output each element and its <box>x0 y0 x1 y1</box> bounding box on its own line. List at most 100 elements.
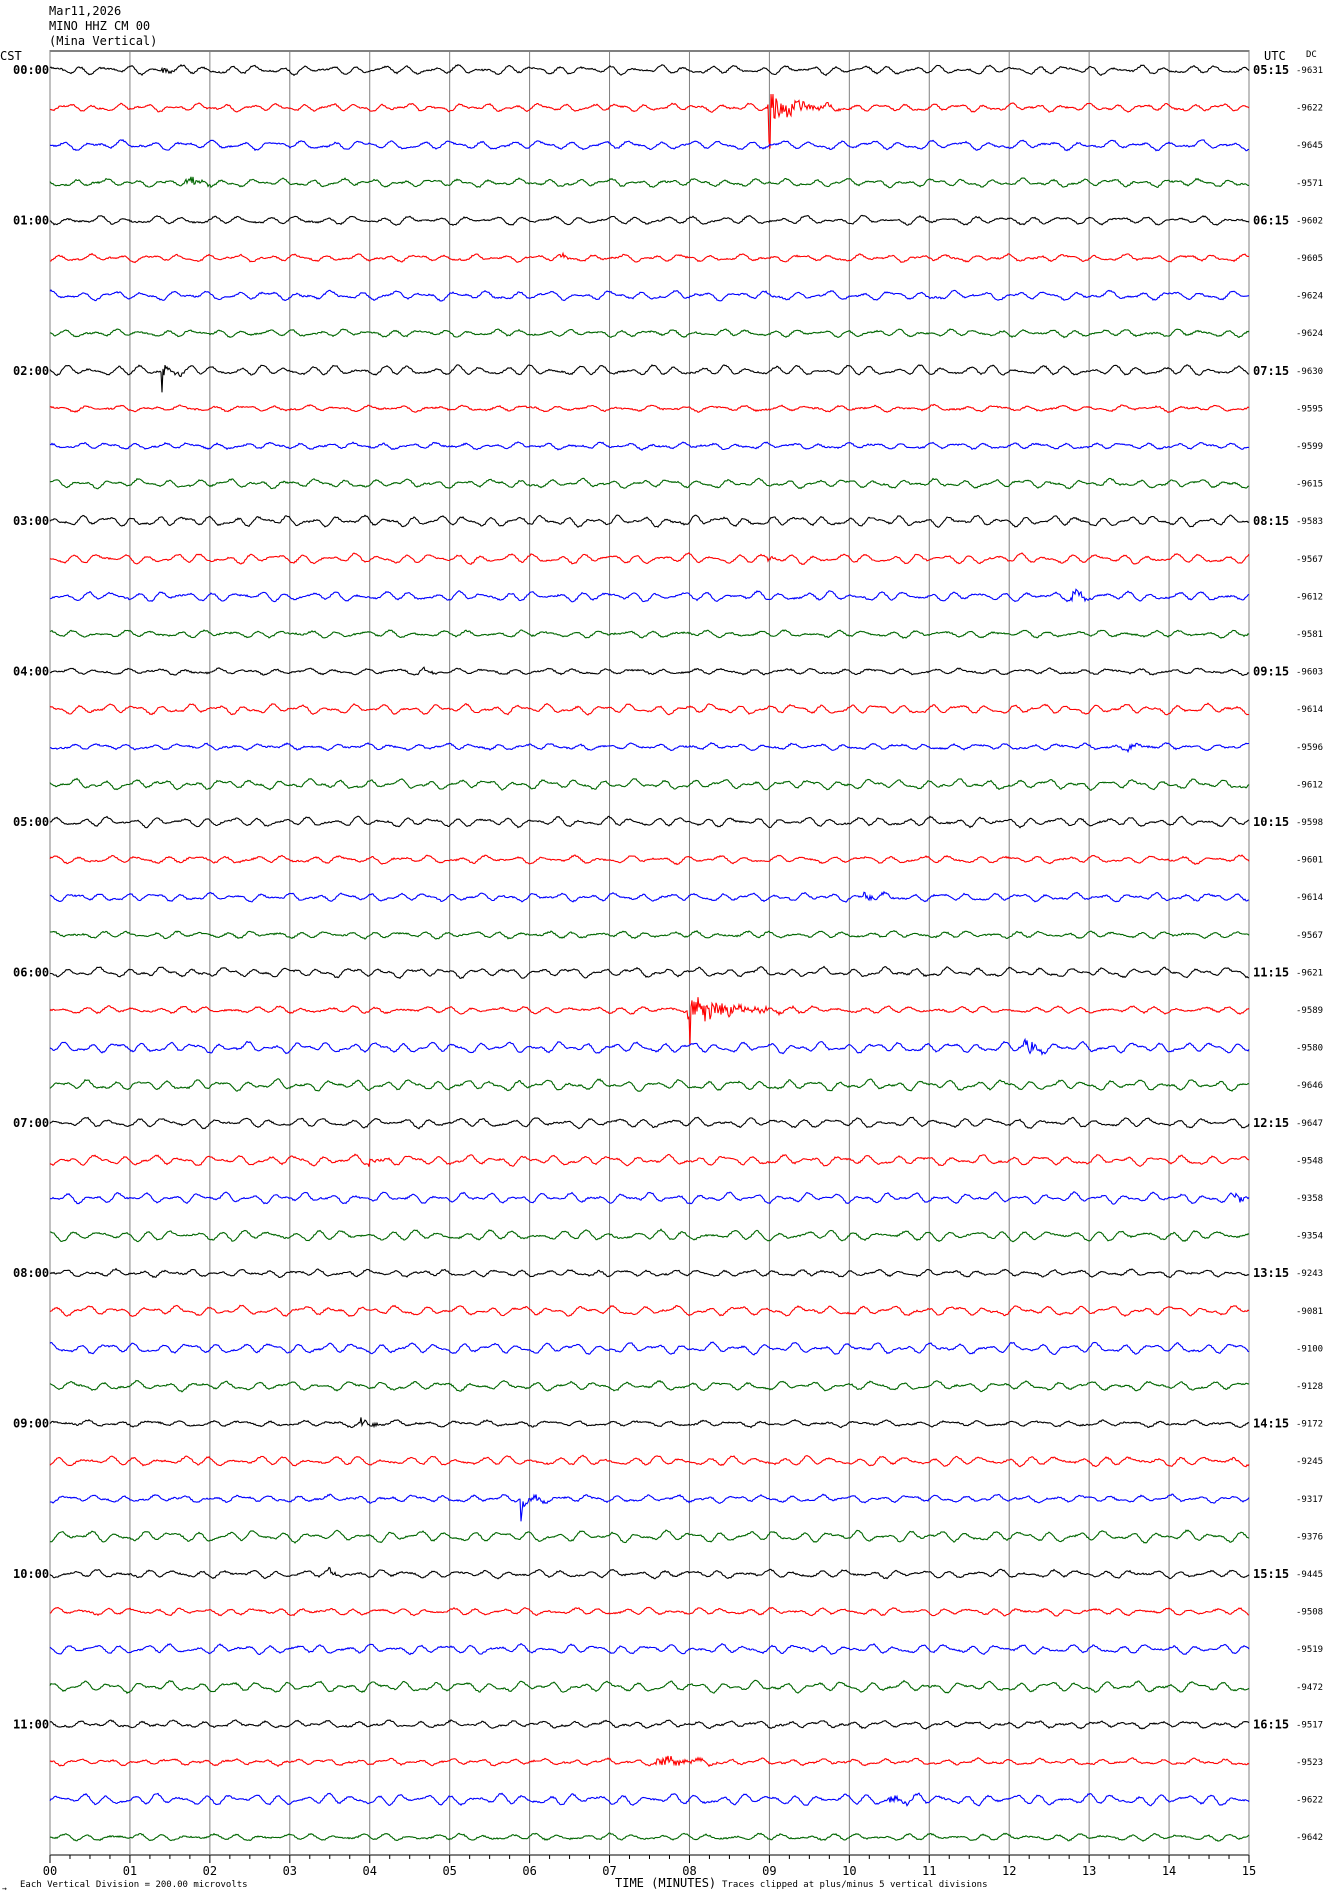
dc-value: -9598 <box>1296 818 1323 828</box>
trace-line <box>49 1116 1250 1130</box>
header-date: Mar11,2026 <box>49 4 122 18</box>
dc-value: -9596 <box>1296 743 1323 753</box>
dc-value: -9580 <box>1296 1044 1323 1054</box>
dc-value: -9317 <box>1296 1495 1323 1505</box>
dc-value: -9445 <box>1296 1570 1323 1580</box>
header-block: Mar11,2026 MINO HHZ CM 00 (Mina Vertical… <box>49 4 157 49</box>
time-grid <box>49 50 1250 1863</box>
dc-value: -9243 <box>1296 1269 1323 1279</box>
right-hour-label: 14:15 <box>1253 1417 1289 1431</box>
dc-value: -9472 <box>1296 1683 1323 1693</box>
dc-value: -9621 <box>1296 968 1323 978</box>
left-hour-label: 07:00 <box>13 1116 49 1130</box>
trace-line <box>49 1267 1250 1279</box>
right-hour-label: 16:15 <box>1253 1717 1289 1731</box>
left-hour-label: 04:00 <box>13 665 49 679</box>
right-hour-label: 10:15 <box>1253 815 1289 829</box>
clip-note: Traces clipped at plus/minus 5 vertical … <box>722 1880 988 1890</box>
x-tick-label: 15 <box>1242 1864 1256 1878</box>
trace-line <box>49 1529 1250 1544</box>
dc-value: -9523 <box>1296 1758 1323 1768</box>
left-hour-label: 08:00 <box>13 1266 49 1280</box>
dc-value: -9602 <box>1296 216 1323 226</box>
x-tick-label: 04 <box>363 1864 377 1878</box>
dc-value: -9081 <box>1296 1307 1323 1317</box>
left-hour-label: 01:00 <box>13 213 49 227</box>
left-hour-label: 00:00 <box>13 63 49 77</box>
x-tick-label: 14 <box>1162 1864 1176 1878</box>
trace-line <box>49 965 1250 979</box>
trace-line <box>49 1417 1249 1429</box>
trace-line <box>49 1304 1250 1318</box>
x-tick-label: 12 <box>1002 1864 1016 1878</box>
trace-line <box>49 890 1250 903</box>
dc-value: -9508 <box>1296 1608 1323 1618</box>
x-tick-label: 11 <box>922 1864 936 1878</box>
trace-line <box>49 1153 1250 1168</box>
x-tick-label: 02 <box>203 1864 217 1878</box>
header-location: (Mina Vertical) <box>49 34 158 48</box>
dc-value: -9358 <box>1296 1194 1323 1204</box>
trace-line <box>49 1792 1250 1807</box>
right-hour-label: 05:15 <box>1253 63 1289 77</box>
trace-line <box>49 1341 1250 1356</box>
trace-line <box>49 1719 1250 1730</box>
dc-value: -9519 <box>1296 1645 1323 1655</box>
dc-value: -9354 <box>1296 1232 1323 1242</box>
dc-value: -9631 <box>1296 66 1323 76</box>
dc-value: -9622 <box>1296 1796 1323 1806</box>
dc-column-label: DC <box>1306 50 1317 60</box>
dc-value: -9622 <box>1296 104 1323 114</box>
trace-line <box>49 777 1250 791</box>
dc-value: -9571 <box>1296 179 1323 189</box>
dc-value: -9614 <box>1296 893 1323 903</box>
dc-value: -9647 <box>1296 1119 1323 1129</box>
left-hour-label: 10:00 <box>13 1567 49 1581</box>
x-tick-label: 05 <box>442 1864 456 1878</box>
dc-value: -9245 <box>1296 1457 1323 1467</box>
dc-value: -9172 <box>1296 1420 1323 1430</box>
dc-value: -9376 <box>1296 1532 1323 1542</box>
trace-line <box>49 629 1250 639</box>
dc-value: -9646 <box>1296 1081 1323 1091</box>
trace-line <box>49 477 1250 490</box>
left-hour-label: 02:00 <box>13 364 49 378</box>
scale-note: Each Vertical Division = 200.00 microvol… <box>20 1880 248 1890</box>
trace-line <box>49 929 1250 940</box>
trace-line <box>49 514 1250 528</box>
left-hour-label: 11:00 <box>13 1717 49 1731</box>
dc-value: -9603 <box>1296 668 1323 678</box>
dc-value: -9100 <box>1296 1344 1323 1354</box>
x-tick-label: 13 <box>1082 1864 1096 1878</box>
right-timezone-label: UTC <box>1264 49 1286 63</box>
trace-line <box>49 702 1250 716</box>
x-tick-label: 06 <box>522 1864 536 1878</box>
dc-value: -9615 <box>1296 480 1323 490</box>
dc-value: -9645 <box>1296 141 1323 151</box>
header-station: MINO HHZ CM 00 <box>49 19 151 33</box>
trace-line <box>49 251 1249 264</box>
right-hour-label: 15:15 <box>1253 1567 1289 1581</box>
trace-line <box>49 1606 1250 1617</box>
right-hour-label: 07:15 <box>1253 364 1289 378</box>
dc-value: -9605 <box>1296 254 1323 264</box>
dc-value: -9581 <box>1296 630 1323 640</box>
dc-value: -9642 <box>1296 1833 1323 1843</box>
right-hour-label: 11:15 <box>1253 965 1289 979</box>
dc-value: -9612 <box>1296 592 1323 602</box>
dc-value: -9567 <box>1296 555 1323 565</box>
left-hour-label: 09:00 <box>13 1417 49 1431</box>
trace-line <box>50 1191 1250 1205</box>
trace-line <box>49 552 1250 566</box>
trace-line <box>50 1228 1250 1243</box>
trace-line <box>49 364 1250 393</box>
trace-line <box>49 1755 1250 1768</box>
dc-value: -9612 <box>1296 780 1323 790</box>
trace-line <box>49 1679 1250 1695</box>
dc-value: -9624 <box>1296 292 1323 302</box>
x-tick-label: 03 <box>283 1864 297 1878</box>
trace-line <box>49 1832 1250 1842</box>
right-hour-label: 12:15 <box>1253 1116 1289 1130</box>
dc-value: -9601 <box>1296 856 1323 866</box>
trace-line <box>49 94 1250 149</box>
